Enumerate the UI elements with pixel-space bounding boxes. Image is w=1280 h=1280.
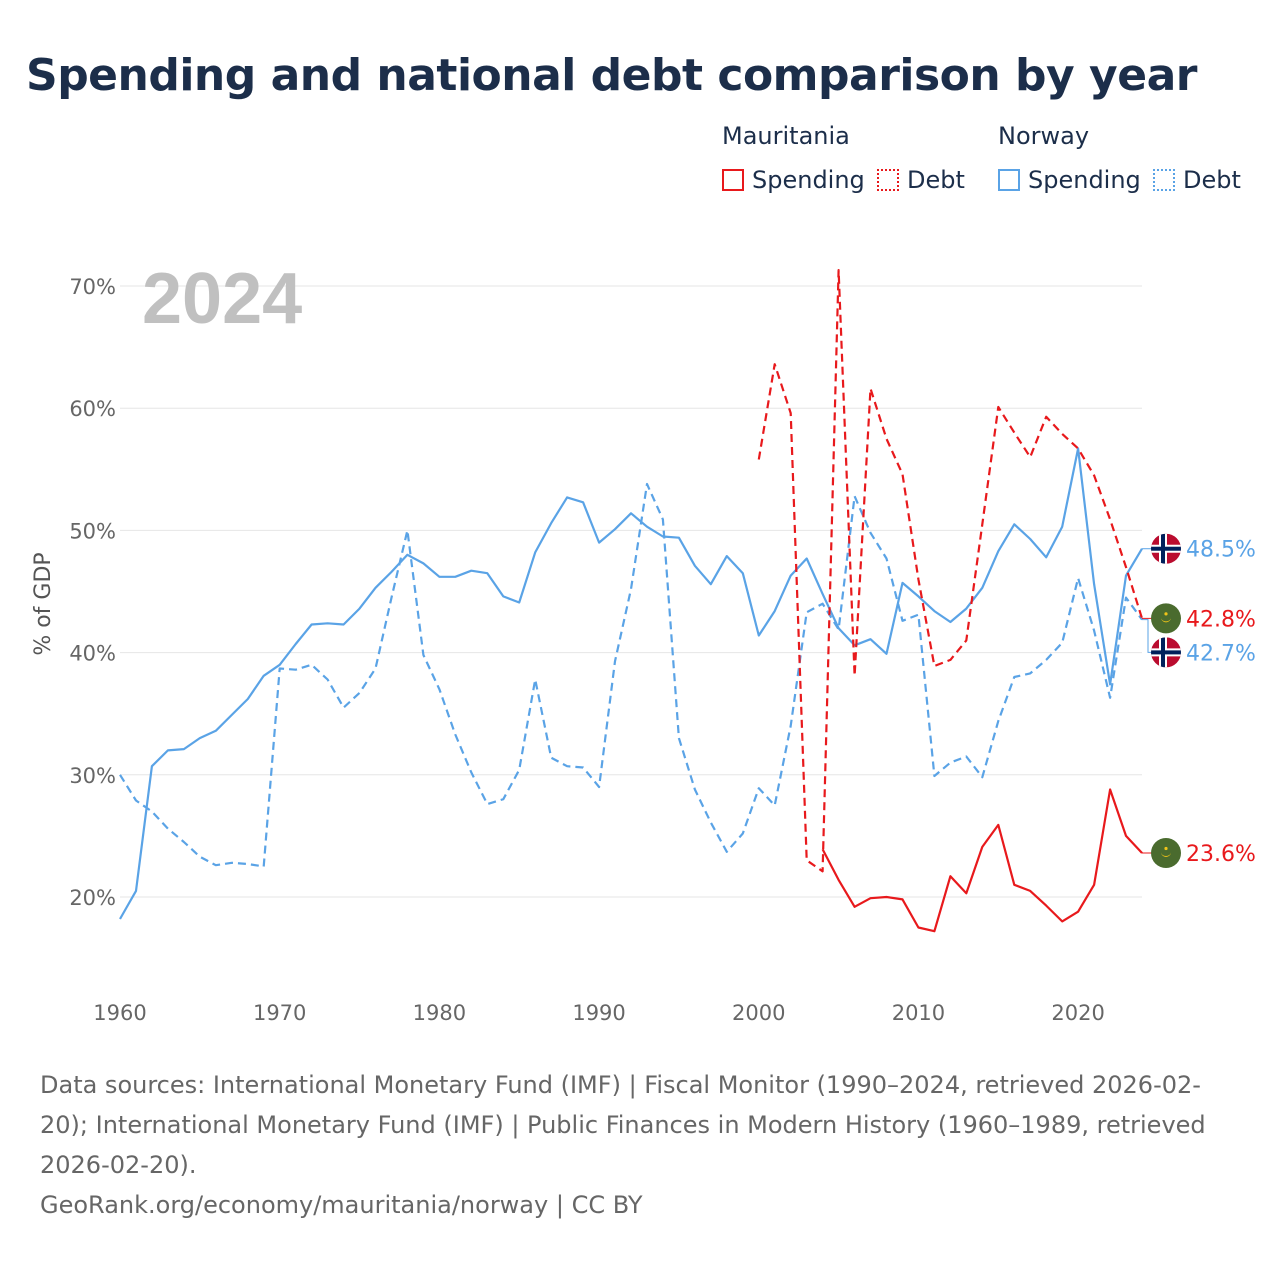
x-tick-label: 1980 xyxy=(413,1001,466,1025)
legend-item-mauritania-spending[interactable]: Spending xyxy=(722,166,865,194)
end-labels: 48.5% 42.7% 23.6% 42.8% xyxy=(1142,533,1256,869)
legend-item-norway-spending[interactable]: Spending xyxy=(998,166,1141,194)
mauritania-flag-icon xyxy=(1151,838,1181,869)
legend-group-title: Mauritania xyxy=(722,122,850,150)
series-line-norway-debt xyxy=(119,482,1143,868)
data-sources: Data sources: International Monetary Fun… xyxy=(40,1071,1206,1179)
y-tick-label: 60% xyxy=(69,397,116,421)
end-value-label: 42.8% xyxy=(1186,607,1256,632)
series-line-mauritania-debt xyxy=(757,269,1144,873)
mauritania-flag-icon xyxy=(1151,603,1181,634)
solid-swatch-icon xyxy=(722,169,744,191)
norway-flag-icon xyxy=(1151,533,1181,564)
y-tick-label: 70% xyxy=(69,275,116,299)
gridlines xyxy=(120,285,1142,898)
legend-item-label: Spending xyxy=(752,166,865,194)
footer: Data sources: International Monetary Fun… xyxy=(40,1065,1240,1225)
x-axis-ticks: 1960 1970 1980 1990 2000 2010 2020 xyxy=(93,1001,1105,1025)
legend-item-mauritania-debt[interactable]: Debt xyxy=(877,166,965,194)
legend-group-title: Norway xyxy=(998,122,1090,150)
credit-link[interactable]: GeoRank.org/economy/mauritania/norway | … xyxy=(40,1191,643,1219)
y-tick-label: 40% xyxy=(69,642,116,666)
x-tick-label: 1990 xyxy=(572,1001,625,1025)
dotted-swatch-icon xyxy=(1153,169,1175,191)
legend: Mauritania Spending Debt Norway Spending… xyxy=(722,122,1262,202)
y-axis-label: % of GDP xyxy=(31,552,56,655)
chart-title: Spending and national debt comparison by… xyxy=(26,50,1197,101)
end-value-label: 23.6% xyxy=(1186,842,1256,867)
dotted-swatch-icon xyxy=(877,169,899,191)
y-axis-ticks: 20% 30% 40% 50% 60% 70% xyxy=(69,275,116,910)
x-tick-label: 2000 xyxy=(732,1001,785,1025)
legend-item-label: Debt xyxy=(907,166,965,194)
solid-swatch-icon xyxy=(998,169,1020,191)
year-watermark: 2024 xyxy=(142,259,302,339)
end-label-connector xyxy=(1142,619,1152,653)
y-tick-label: 30% xyxy=(69,764,116,788)
x-tick-label: 1960 xyxy=(93,1001,146,1025)
series-line-mauritania-spending xyxy=(821,788,1143,933)
norway-flag-icon xyxy=(1151,637,1181,668)
series-line-norway-spending xyxy=(119,447,1143,920)
legend-item-label: Debt xyxy=(1183,166,1241,194)
y-tick-label: 20% xyxy=(69,886,116,910)
end-value-label: 48.5% xyxy=(1186,538,1256,563)
legend-item-norway-debt[interactable]: Debt xyxy=(1153,166,1241,194)
legend-item-label: Spending xyxy=(1028,166,1141,194)
x-tick-label: 1970 xyxy=(253,1001,306,1025)
line-chart: 2024 20% 30% 40% 50% 60% 70% 1960 1970 1980 1990… xyxy=(31,259,1256,1025)
y-tick-label: 50% xyxy=(69,519,116,543)
end-value-label: 42.7% xyxy=(1186,641,1256,666)
x-tick-label: 2020 xyxy=(1051,1001,1104,1025)
x-tick-label: 2010 xyxy=(892,1001,945,1025)
series-lines xyxy=(119,269,1144,933)
